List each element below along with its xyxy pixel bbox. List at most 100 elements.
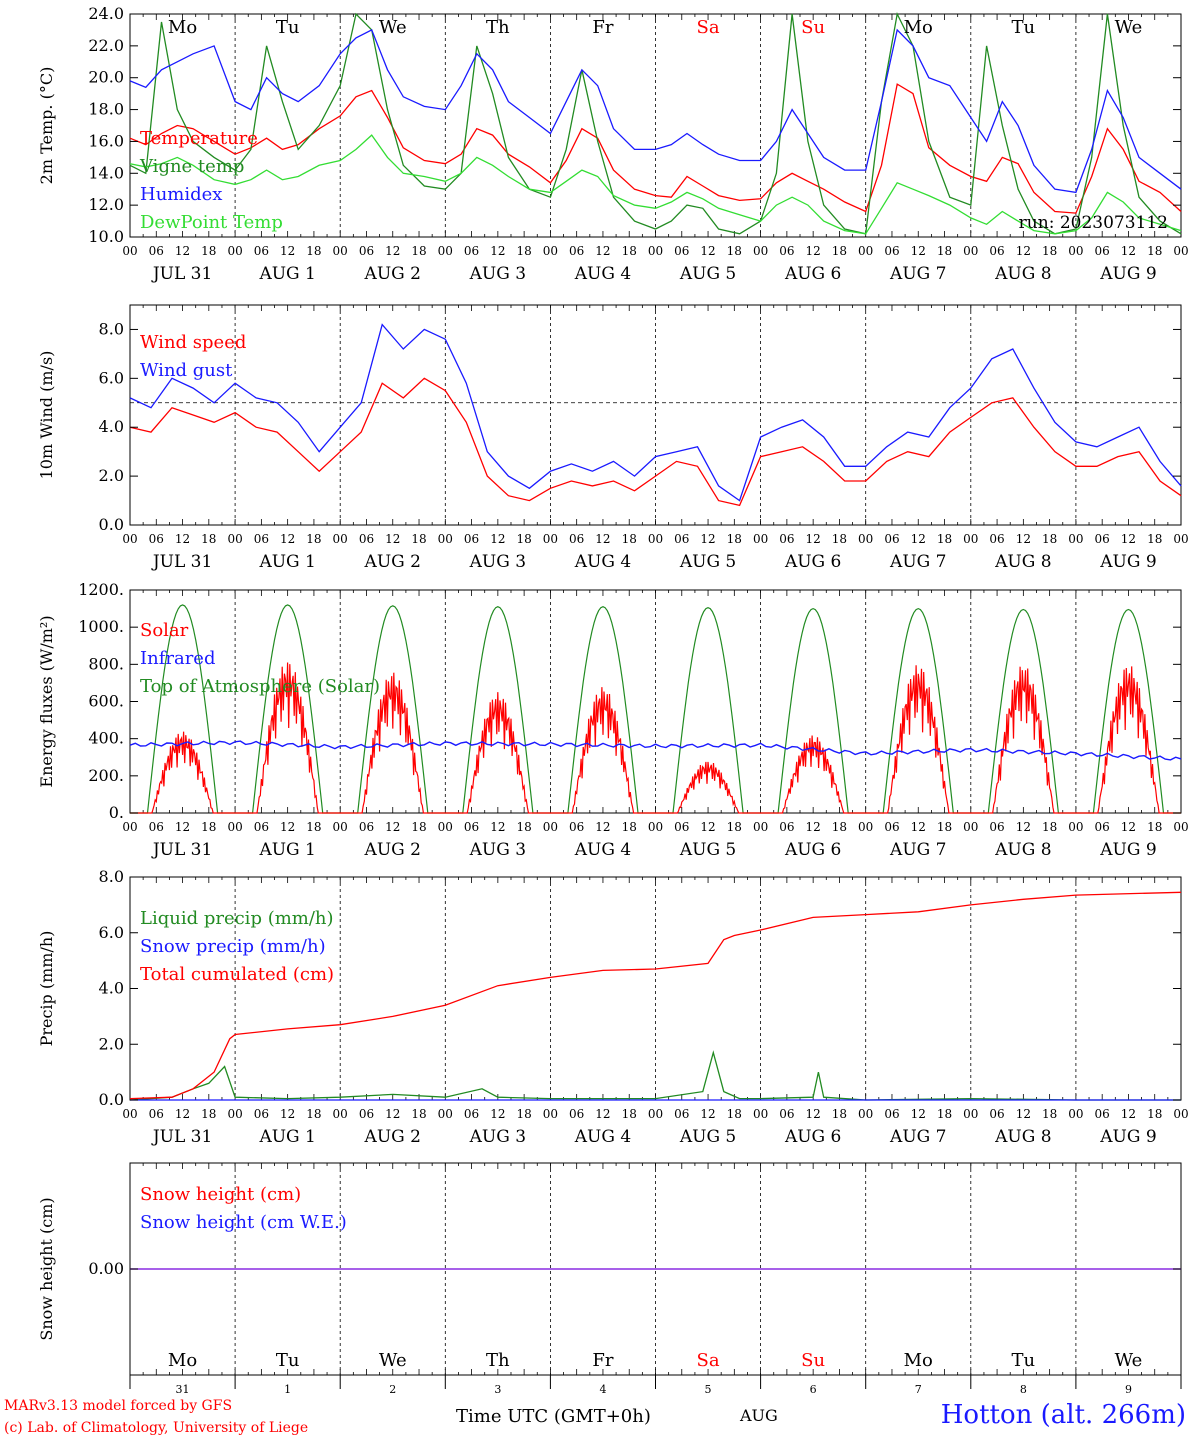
y-tick-label: 6.0 bbox=[99, 368, 124, 387]
x-hour-label: 12 bbox=[490, 1107, 505, 1121]
x-hour-label: 12 bbox=[175, 532, 190, 546]
x-hour-label: 00 bbox=[1173, 820, 1188, 834]
x-hour-label: 18 bbox=[201, 1107, 216, 1121]
x-hour-label: 18 bbox=[306, 820, 321, 834]
x-date-label: AUG 9 bbox=[1099, 1127, 1156, 1147]
weekday-label: Tu bbox=[1012, 1350, 1036, 1371]
day-number-label: 3 bbox=[494, 1383, 501, 1396]
x-hour-label: 00 bbox=[858, 820, 873, 834]
x-hour-label: 18 bbox=[1042, 244, 1057, 258]
x-hour-label: 18 bbox=[622, 244, 637, 258]
x-date-label: AUG 5 bbox=[679, 552, 736, 572]
x-date-label: AUG 7 bbox=[889, 840, 946, 860]
x-hour-label: 12 bbox=[911, 244, 926, 258]
y-tick-label: 20.0 bbox=[88, 68, 124, 87]
x-hour-label: 00 bbox=[858, 532, 873, 546]
y-tick-label: 1000. bbox=[78, 617, 124, 636]
y-tick-label: 22.0 bbox=[88, 36, 124, 55]
x-hour-label: 06 bbox=[884, 244, 899, 258]
x-hour-label: 12 bbox=[1016, 532, 1031, 546]
x-hour-label: 06 bbox=[1095, 820, 1110, 834]
x-hour-label: 00 bbox=[543, 532, 558, 546]
x-hour-label: 00 bbox=[1068, 820, 1083, 834]
x-hour-label: 00 bbox=[648, 820, 663, 834]
weekday-label: Mo bbox=[168, 1350, 197, 1371]
weekday-label: We bbox=[379, 17, 407, 38]
x-hour-label: 18 bbox=[937, 1107, 952, 1121]
x-hour-label: 12 bbox=[490, 244, 505, 258]
x-hour-label: 12 bbox=[700, 532, 715, 546]
x-hour-label: 06 bbox=[149, 820, 164, 834]
x-hour-label: 00 bbox=[438, 532, 453, 546]
x-hour-label: 06 bbox=[359, 1107, 374, 1121]
x-hour-label: 00 bbox=[1068, 1107, 1083, 1121]
x-hour-label: 06 bbox=[989, 244, 1004, 258]
legend-entry: Wind gust bbox=[140, 360, 233, 381]
y-tick-label: 8.0 bbox=[99, 867, 124, 886]
x-hour-label: 18 bbox=[411, 532, 426, 546]
x-hour-label: 12 bbox=[806, 1107, 821, 1121]
x-date-label: AUG 4 bbox=[574, 1127, 631, 1147]
x-hour-label: 00 bbox=[963, 1107, 978, 1121]
x-hour-label: 06 bbox=[779, 532, 794, 546]
x-axis-label: Time UTC (GMT+0h) bbox=[456, 1406, 651, 1427]
series-line-temperature bbox=[129, 83, 1182, 214]
x-hour-label: 12 bbox=[595, 532, 610, 546]
x-hour-label: 00 bbox=[963, 244, 978, 258]
x-hour-label: 00 bbox=[1173, 532, 1188, 546]
x-hour-label: 06 bbox=[569, 820, 584, 834]
x-hour-label: 12 bbox=[1016, 1107, 1031, 1121]
y-tick-label: 600. bbox=[88, 692, 124, 711]
run-label: run: 2023073112 bbox=[1019, 213, 1168, 233]
x-hour-label: 12 bbox=[911, 1107, 926, 1121]
x-hour-label: 18 bbox=[516, 532, 531, 546]
x-date-label: AUG 3 bbox=[469, 1127, 526, 1147]
credit-line-1: MARv3.13 model forced by GFS bbox=[4, 1398, 233, 1414]
day-number-label: 31 bbox=[176, 1383, 190, 1396]
series-line-wind-speed bbox=[129, 377, 1182, 507]
x-hour-label: 12 bbox=[806, 820, 821, 834]
x-hour-label: 18 bbox=[832, 532, 847, 546]
x-hour-label: 18 bbox=[1042, 1107, 1057, 1121]
y-axis-label: Precip (mm/h) bbox=[37, 931, 56, 1047]
x-hour-label: 18 bbox=[937, 532, 952, 546]
x-hour-label: 06 bbox=[884, 820, 899, 834]
legend-entry: Wind speed bbox=[140, 332, 246, 353]
x-hour-label: 06 bbox=[359, 820, 374, 834]
day-number-label: 4 bbox=[599, 1383, 606, 1396]
x-hour-label: 00 bbox=[858, 244, 873, 258]
x-hour-label: 06 bbox=[779, 1107, 794, 1121]
x-hour-label: 00 bbox=[438, 820, 453, 834]
x-hour-label: 12 bbox=[700, 244, 715, 258]
station-name: Hotton (alt. 266m) bbox=[940, 1400, 1186, 1430]
day-number-label: 1 bbox=[284, 1383, 291, 1396]
x-hour-label: 00 bbox=[438, 1107, 453, 1121]
weekday-label: Tu bbox=[1012, 17, 1036, 38]
x-hour-label: 18 bbox=[727, 532, 742, 546]
x-hour-label: 06 bbox=[1095, 532, 1110, 546]
x-hour-label: 00 bbox=[543, 244, 558, 258]
x-hour-label: 12 bbox=[911, 532, 926, 546]
x-hour-label: 06 bbox=[674, 820, 689, 834]
x-hour-label: 06 bbox=[989, 1107, 1004, 1121]
x-hour-label: 00 bbox=[122, 532, 137, 546]
x-hour-label: 06 bbox=[779, 244, 794, 258]
x-date-label: AUG 8 bbox=[994, 552, 1051, 572]
x-hour-label: 12 bbox=[1121, 532, 1136, 546]
x-hour-label: 12 bbox=[1121, 820, 1136, 834]
day-number-label: 7 bbox=[915, 1383, 922, 1396]
x-hour-label: 18 bbox=[201, 244, 216, 258]
series-line-humidex bbox=[129, 28, 1182, 194]
x-date-label: AUG 2 bbox=[364, 1127, 421, 1147]
y-tick-label: 16.0 bbox=[88, 131, 124, 150]
x-date-label: AUG 9 bbox=[1099, 840, 1156, 860]
y-tick-label: 6.0 bbox=[99, 923, 124, 942]
day-number-label: 2 bbox=[389, 1383, 396, 1396]
x-hour-label: 00 bbox=[122, 244, 137, 258]
weekday-label: Sa bbox=[697, 17, 720, 38]
y-tick-label: 0.0 bbox=[99, 515, 124, 534]
x-hour-label: 00 bbox=[648, 532, 663, 546]
panel-frame bbox=[129, 589, 1182, 814]
x-hour-label: 18 bbox=[1147, 820, 1162, 834]
y-tick-label: 0.00 bbox=[88, 1259, 124, 1278]
